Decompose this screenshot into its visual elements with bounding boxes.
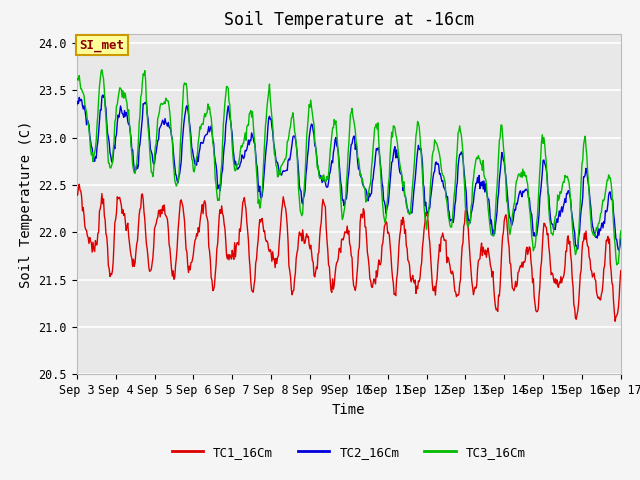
Y-axis label: Soil Temperature (C): Soil Temperature (C) [19,120,33,288]
Text: SI_met: SI_met [79,39,125,52]
Legend: TC1_16Cm, TC2_16Cm, TC3_16Cm: TC1_16Cm, TC2_16Cm, TC3_16Cm [167,441,531,464]
Title: Soil Temperature at -16cm: Soil Temperature at -16cm [224,11,474,29]
X-axis label: Time: Time [332,403,365,417]
